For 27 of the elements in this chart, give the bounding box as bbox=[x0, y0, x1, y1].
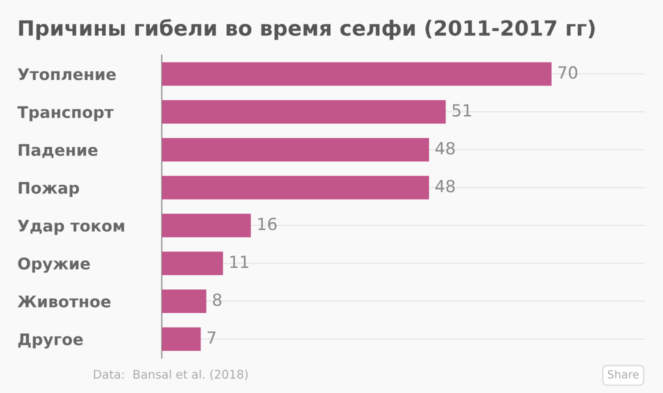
y-tick-label: Пожар bbox=[18, 182, 80, 197]
data-label: 48 bbox=[435, 180, 455, 192]
bar bbox=[162, 62, 552, 86]
data-label: 48 bbox=[435, 142, 455, 155]
data-label: 8 bbox=[213, 293, 222, 306]
bar bbox=[162, 138, 430, 162]
bar bbox=[162, 176, 430, 200]
y-tick-label: Животное bbox=[18, 296, 110, 308]
y-tick-label: Падение bbox=[18, 144, 98, 158]
y-tick-label: Транспорт bbox=[17, 106, 114, 122]
y-tick-label: Удар током bbox=[18, 220, 124, 235]
data-label: 7 bbox=[208, 332, 216, 344]
y-tick-label: Оружие bbox=[18, 257, 90, 273]
bar bbox=[162, 100, 446, 124]
y-tick-label: Другое bbox=[18, 333, 83, 349]
bar bbox=[162, 214, 251, 238]
data-label: 11 bbox=[230, 256, 248, 268]
chart-title: Причины гибели во время селфи (2011-2017 гг) bbox=[19, 19, 595, 40]
y-tick-label: Утопление bbox=[18, 68, 116, 80]
bar bbox=[162, 327, 201, 351]
text: Data: Bansal et al. (2018) bbox=[94, 370, 248, 380]
bar bbox=[162, 252, 224, 276]
text: Share bbox=[608, 370, 639, 379]
bar bbox=[162, 289, 206, 313]
data-label: 70 bbox=[558, 66, 578, 79]
data-label: 16 bbox=[258, 218, 277, 230]
data-label: 51 bbox=[452, 104, 471, 117]
